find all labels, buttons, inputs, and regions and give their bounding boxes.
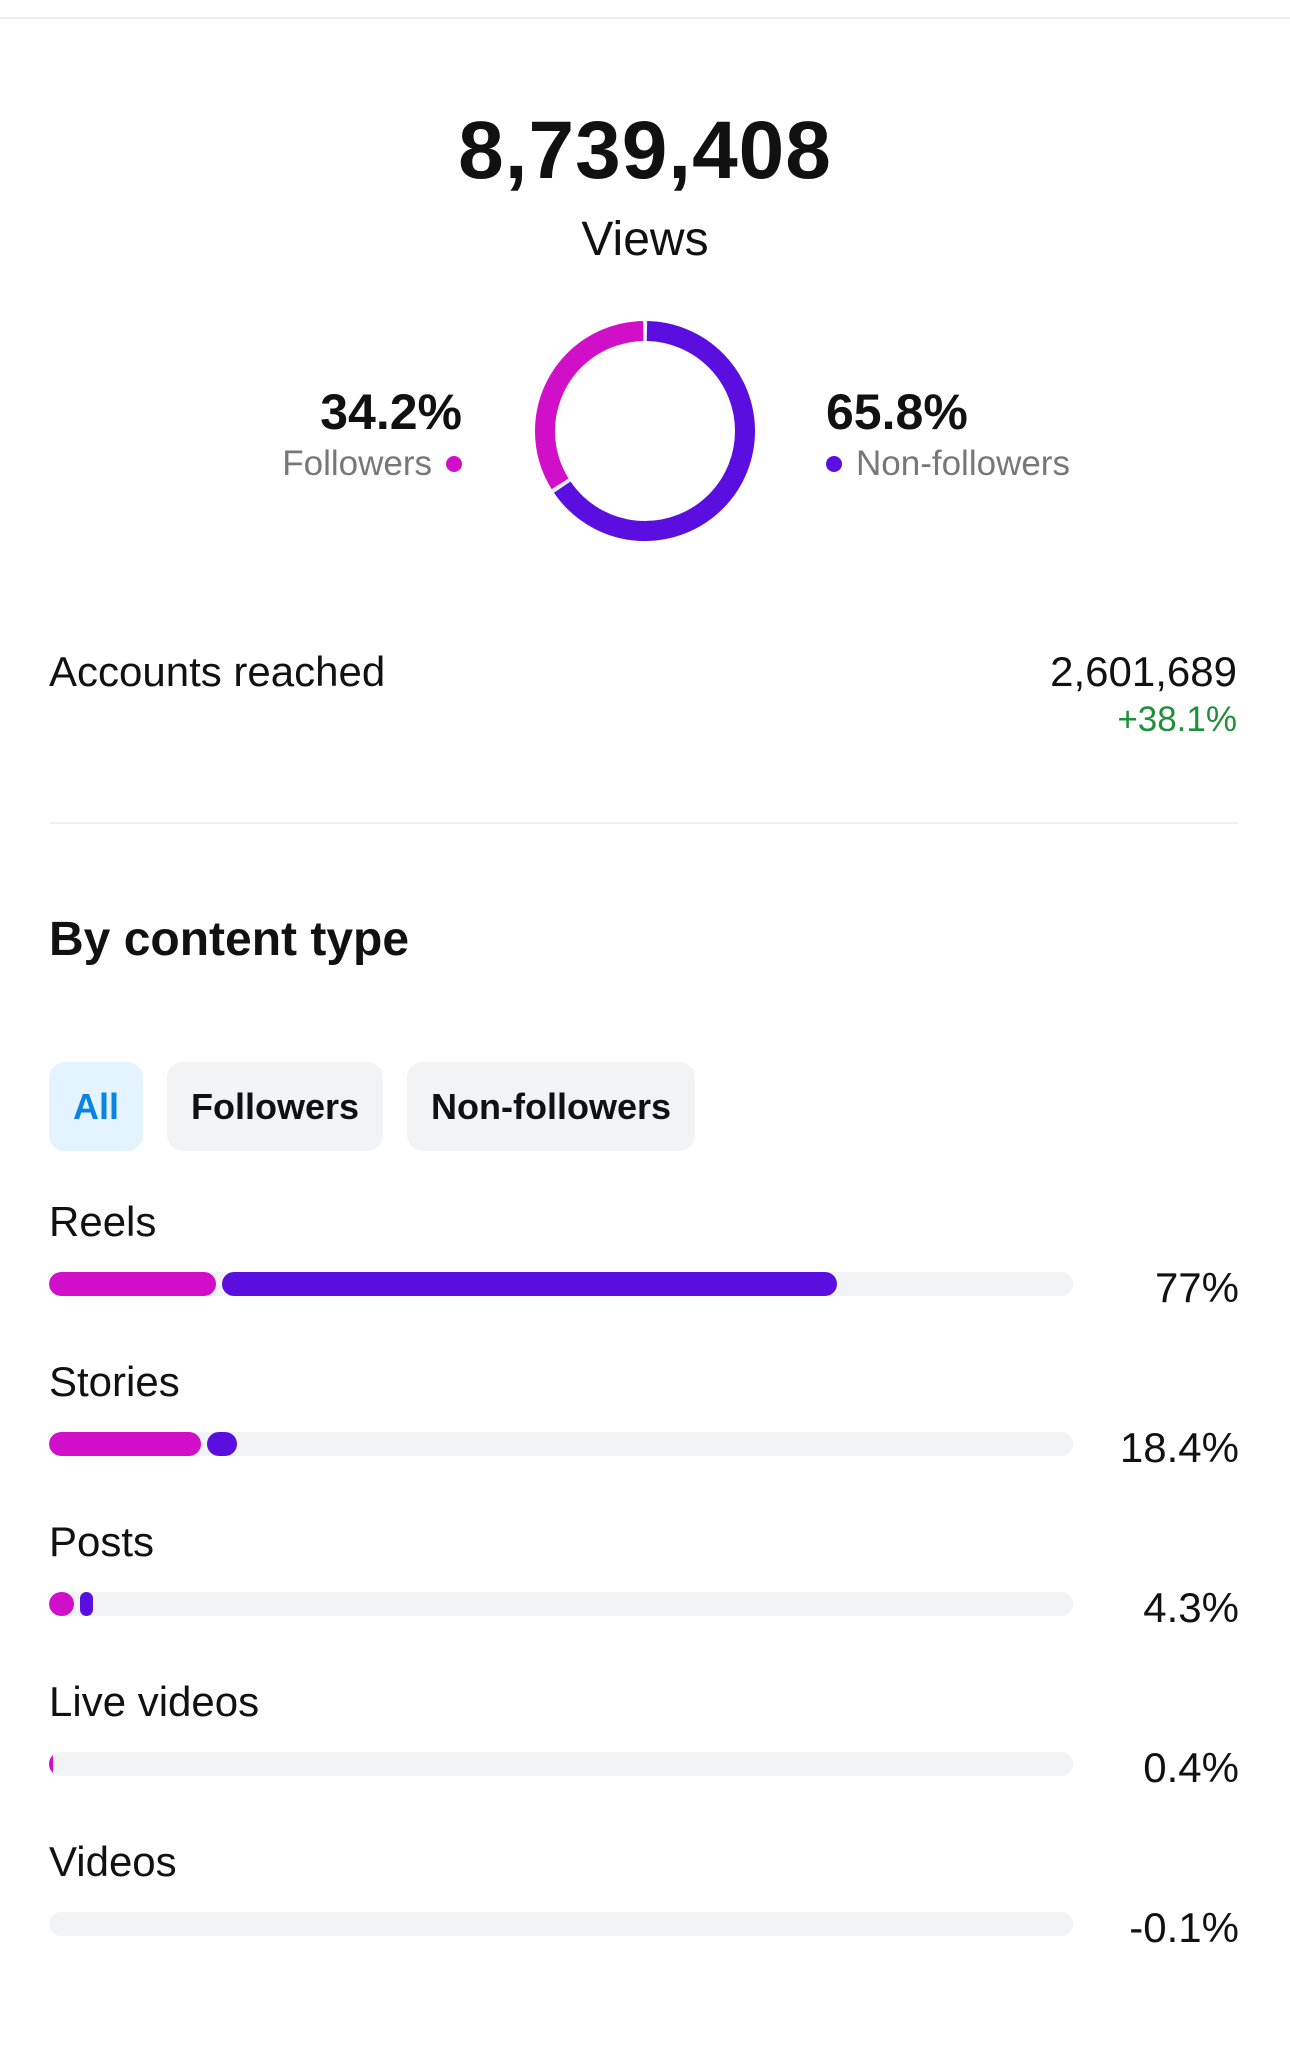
content-bar-track	[49, 1912, 1073, 1936]
content-row-label: Posts	[49, 1518, 155, 1565]
non-followers-legend-label: Non-followers	[856, 444, 1070, 483]
total-views-label: Views	[581, 213, 709, 266]
content-row-label: Reels	[49, 1198, 157, 1245]
top-divider	[0, 17, 1290, 19]
content-row-reels: Reels 77%	[49, 1198, 1239, 1318]
content-row-label: Live videos	[49, 1678, 260, 1725]
content-row-value: -0.1%	[1129, 1904, 1239, 1951]
content-type-title: By content type	[49, 913, 410, 966]
followers-legend-label: Followers	[282, 444, 432, 483]
content-row-value: 18.4%	[1119, 1424, 1239, 1471]
content-row-live-videos: Live videos 0.4%	[49, 1678, 1239, 1798]
non-followers-percent: 65.8%	[826, 384, 968, 440]
non-followers-bar-segment	[221, 1272, 838, 1296]
content-row-stories: Stories 18.4%	[49, 1358, 1239, 1478]
filter-chip-followers[interactable]: Followers	[167, 1062, 384, 1151]
content-row-videos: Videos -0.1%	[49, 1838, 1239, 1958]
content-bar-track	[49, 1752, 1073, 1776]
filter-chip-non-followers[interactable]: Non-followers	[407, 1062, 696, 1151]
non-followers-split: 65.8% Non-followers	[826, 382, 1070, 486]
followers-split: 34.2% Followers	[282, 382, 462, 486]
followers-bar-segment	[49, 1272, 216, 1296]
followers-bar-segment	[49, 1592, 74, 1616]
content-row-posts: Posts 4.3%	[49, 1518, 1239, 1638]
followers-bar-segment	[49, 1432, 201, 1456]
accounts-reached-value: 2,601,689	[1050, 648, 1237, 695]
content-bar-track	[49, 1272, 1073, 1296]
non-followers-legend: Non-followers	[826, 442, 1070, 486]
non-followers-bar-segment	[79, 1592, 94, 1616]
accounts-reached-delta: +38.1%	[1117, 700, 1237, 739]
non-followers-bar-segment	[206, 1432, 238, 1456]
content-bar-track	[49, 1592, 1073, 1616]
followers-percent: 34.2%	[320, 384, 462, 440]
content-row-value: 4.3%	[1143, 1584, 1239, 1631]
content-row-label: Stories	[49, 1358, 180, 1405]
content-row-label: Videos	[49, 1838, 177, 1885]
views-donut-chart	[535, 321, 755, 541]
donut-segment-non-followers	[535, 321, 755, 541]
donut-segment-followers	[535, 321, 755, 541]
filter-chip-all[interactable]: All	[49, 1062, 144, 1151]
followers-legend: Followers	[282, 442, 462, 486]
non-followers-dot-icon	[826, 456, 842, 472]
followers-dot-icon	[446, 456, 462, 472]
section-divider	[49, 822, 1239, 824]
content-row-value: 0.4%	[1143, 1744, 1239, 1791]
accounts-reached-label: Accounts reached	[49, 648, 386, 695]
total-views-value: 8,739,408	[458, 105, 832, 196]
content-row-value: 77%	[1154, 1264, 1239, 1311]
followers-bar-segment	[49, 1752, 54, 1776]
content-bar-track	[49, 1432, 1073, 1456]
audience-filter-chips: All Followers Non-followers	[49, 1062, 696, 1151]
